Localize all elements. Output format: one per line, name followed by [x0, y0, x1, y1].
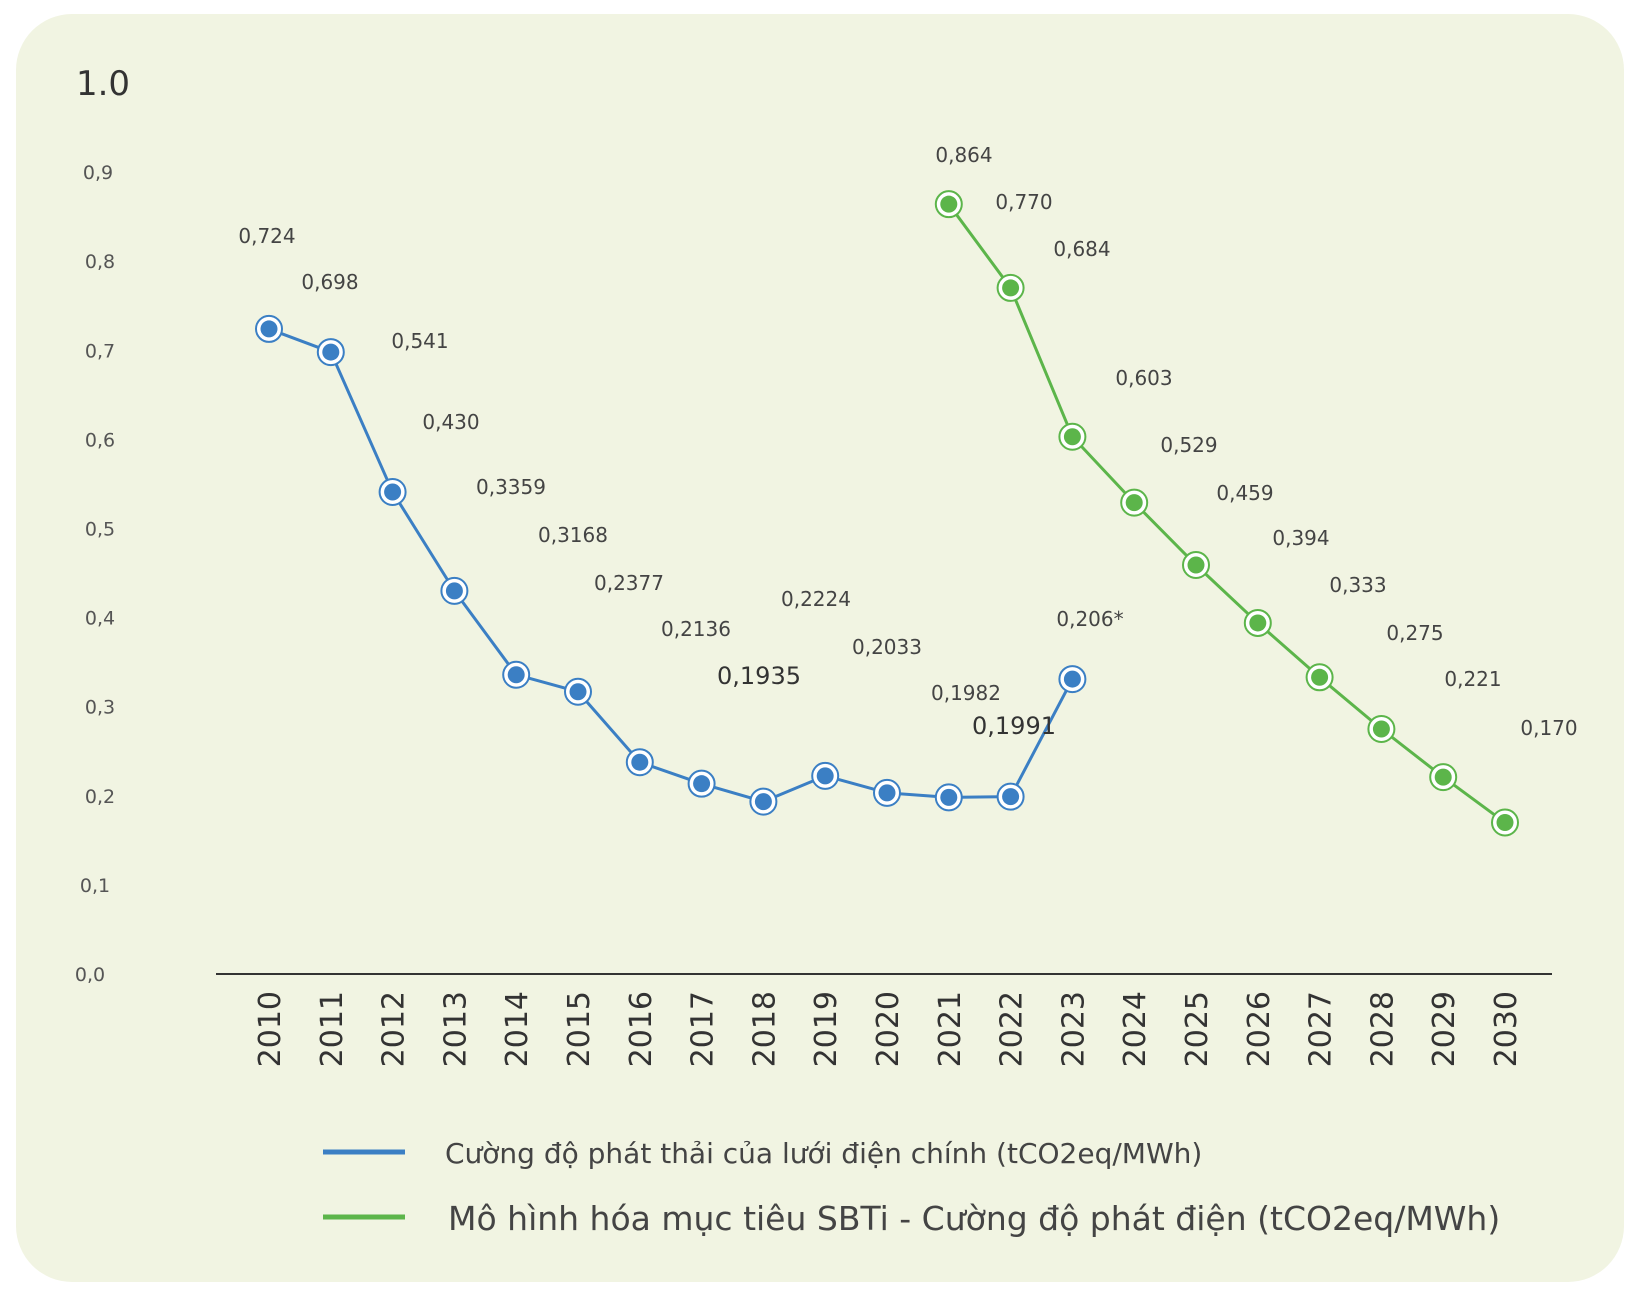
x-tick-label: 2022	[995, 991, 1030, 1067]
data-label-sbti-target: 0,333	[1329, 573, 1386, 597]
x-tick-label: 2027	[1304, 991, 1339, 1067]
data-label-grid-intensity: 0,2224	[781, 587, 851, 611]
x-tick-label: 2025	[1180, 991, 1215, 1067]
x-tick-label: 2021	[933, 991, 968, 1067]
data-label-sbti-target: 0,864	[935, 143, 992, 167]
y-tick-label: 0,8	[85, 251, 115, 273]
data-label-grid-intensity: 0,2377	[594, 571, 664, 595]
data-label-grid-intensity: 0,1991	[972, 712, 1056, 740]
x-tick-label: 2018	[747, 991, 782, 1067]
data-label-grid-intensity: 0,206*	[1056, 607, 1123, 631]
data-point	[1434, 768, 1452, 786]
data-point	[322, 343, 340, 361]
data-point	[507, 666, 525, 684]
data-point	[445, 582, 463, 600]
y-tick-label: 1.0	[76, 64, 130, 104]
data-point	[1372, 720, 1390, 738]
y-tick-label: 0,9	[83, 162, 113, 184]
data-label-grid-intensity: 0,1935	[717, 662, 801, 690]
data-point	[816, 767, 834, 785]
series-line-grid-intensity	[268, 327, 1074, 804]
data-point	[754, 793, 772, 811]
x-tick-label: 2020	[871, 991, 906, 1067]
legend-label-grid-intensity: Cường độ phát thải của lưới điện chính (…	[445, 1137, 1202, 1170]
data-label-sbti-target: 0,459	[1216, 481, 1273, 505]
data-label-grid-intensity: 0,430	[422, 410, 479, 434]
data-label-grid-intensity: 0,1982	[931, 681, 1001, 705]
data-label-sbti-target: 0,684	[1053, 237, 1110, 261]
x-axis: 2010 2011 2012 2013 2014 2015 2016 2017 2018 2019…	[253, 991, 1524, 1067]
y-tick-label: 0,0	[75, 964, 105, 986]
x-tick-label: 2013	[438, 991, 473, 1067]
y-tick-label: 0,7	[85, 340, 115, 362]
data-point	[260, 320, 278, 338]
x-tick-label: 2010	[253, 991, 288, 1067]
y-tick-label: 0,6	[85, 429, 115, 451]
data-label-grid-intensity: 0,3359	[476, 475, 546, 499]
x-tick-label: 2026	[1242, 991, 1277, 1067]
data-point	[1496, 814, 1514, 832]
data-label-grid-intensity: 0,724	[238, 224, 295, 248]
data-label-sbti-target: 0,603	[1115, 366, 1172, 390]
legend: Cường độ phát thải của lưới điện chính (…	[323, 1137, 1500, 1238]
y-tick-label: 0,2	[85, 786, 115, 808]
data-label-grid-intensity: 0,541	[391, 329, 448, 353]
x-tick-label: 2012	[377, 991, 412, 1067]
y-tick-label: 0,1	[80, 875, 110, 897]
data-label-grid-intensity: 0,698	[301, 270, 358, 294]
data-point	[1063, 670, 1081, 688]
x-tick-label: 2030	[1489, 991, 1524, 1067]
x-tick-label: 2011	[315, 991, 350, 1067]
data-label-sbti-target: 0,170	[1520, 716, 1577, 740]
x-tick-label: 2023	[1056, 991, 1091, 1067]
data-point	[1002, 788, 1020, 806]
data-label-sbti-target: 0,394	[1272, 526, 1329, 550]
data-point	[1311, 668, 1329, 686]
data-point	[1249, 614, 1267, 632]
x-tick-label: 2014	[500, 991, 535, 1067]
data-point	[1063, 428, 1081, 446]
x-tick-label: 2017	[686, 991, 721, 1067]
data-point	[1187, 556, 1205, 574]
data-label-grid-intensity: 0,2136	[661, 617, 731, 641]
data-point	[631, 753, 649, 771]
data-point	[693, 775, 711, 793]
x-tick-label: 2029	[1427, 991, 1462, 1067]
data-point	[384, 483, 402, 501]
legend-label-sbti-target: Mô hình hóa mục tiêu SBTi - Cường độ phá…	[448, 1199, 1500, 1238]
series-line-sbti-target	[947, 203, 1506, 824]
data-point	[569, 683, 587, 701]
series-layer	[255, 190, 1519, 837]
data-point	[1125, 494, 1143, 512]
data-label-grid-intensity: 0,3168	[538, 523, 608, 547]
y-tick-label: 0,4	[85, 608, 115, 630]
data-label-sbti-target: 0,221	[1444, 667, 1501, 691]
data-label-sbti-target: 0,275	[1386, 621, 1443, 645]
data-label-sbti-target: 0,770	[995, 190, 1052, 214]
data-label-sbti-target: 0,529	[1160, 433, 1217, 457]
y-tick-label: 0,5	[85, 519, 115, 541]
data-point	[940, 788, 958, 806]
data-point	[878, 784, 896, 802]
x-tick-label: 2016	[624, 991, 659, 1067]
x-tick-label: 2028	[1365, 991, 1400, 1067]
data-label-grid-intensity: 0,2033	[852, 635, 922, 659]
x-tick-label: 2024	[1118, 991, 1153, 1067]
y-tick-label: 0,3	[85, 697, 115, 719]
data-point	[940, 195, 958, 213]
x-tick-label: 2015	[562, 991, 597, 1067]
x-tick-label: 2019	[809, 991, 844, 1067]
data-point	[1002, 279, 1020, 297]
chart-card	[16, 14, 1624, 1282]
y-axis: 0,0 0,1 0,2 0,3 0,4 0,5 0,6 0,7 0,8 0,9 1.0	[75, 64, 130, 986]
